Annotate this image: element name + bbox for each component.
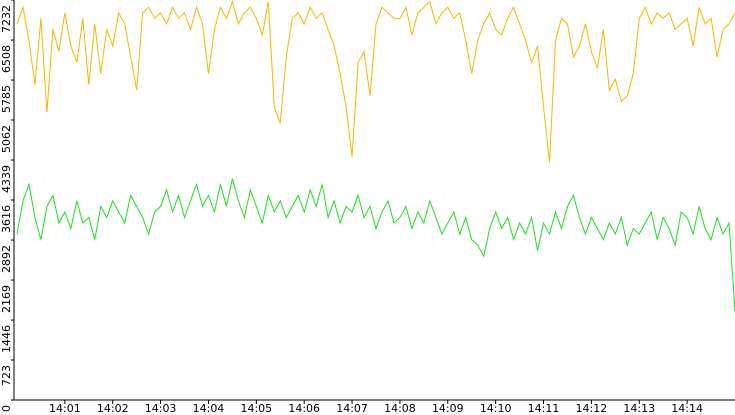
y-tick-label: 3616	[0, 205, 13, 233]
y-tick-label: 2892	[0, 245, 13, 273]
x-tick-label: 14:08	[384, 402, 416, 415]
x-tick-label: 14:14	[671, 402, 703, 415]
y-tick-label: 723	[0, 365, 13, 386]
y-tick-label: 5785	[0, 85, 13, 113]
y-tick-label: 1446	[0, 325, 13, 353]
x-tick-label: 14:04	[193, 402, 225, 415]
y-tick-label: 6508	[0, 45, 13, 73]
y-tick-label: 0	[0, 405, 13, 412]
x-tick-label: 14:09	[432, 402, 464, 415]
series-line	[16, 0, 735, 163]
y-tick-label: 4339	[0, 165, 13, 193]
x-tick-label: 14:03	[145, 402, 177, 415]
x-tick-label: 14:07	[336, 402, 368, 415]
x-tick-label: 14:05	[240, 402, 272, 415]
x-tick-label: 14:10	[480, 402, 512, 415]
y-tick-label: 2169	[0, 285, 13, 313]
y-tick-label: 5062	[0, 125, 13, 153]
x-tick-label: 14:02	[97, 402, 129, 415]
x-tick-label: 14:01	[49, 402, 81, 415]
y-tick-label: 7232	[0, 5, 13, 33]
x-tick-label: 14:11	[528, 402, 560, 415]
series-line	[16, 178, 735, 312]
x-tick-label: 14:13	[623, 402, 655, 415]
x-tick-label: 14:06	[288, 402, 320, 415]
x-tick-label: 14:12	[576, 402, 608, 415]
